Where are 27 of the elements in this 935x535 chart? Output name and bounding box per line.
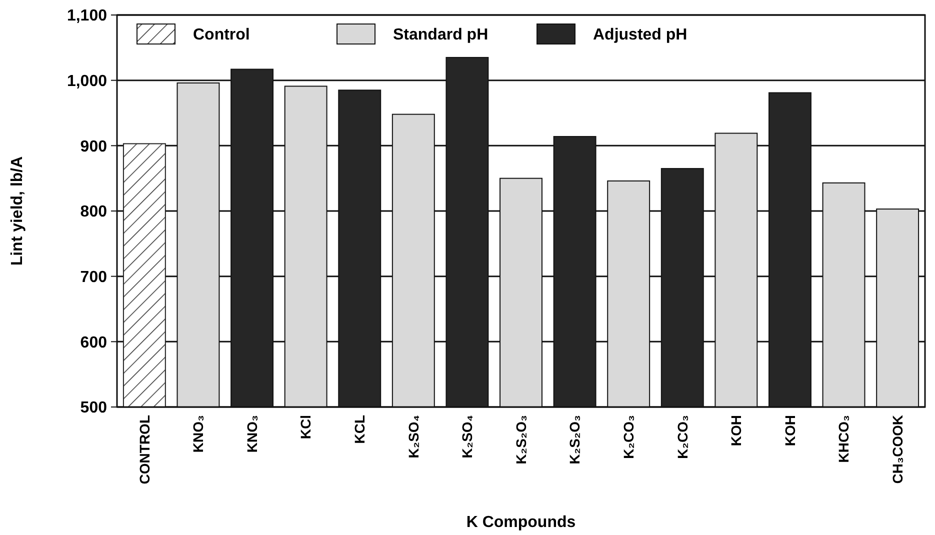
x-tick-label: KOH [728, 415, 744, 446]
x-tick-label: KCl [298, 415, 314, 440]
legend-label: Adjusted pH [593, 26, 688, 44]
x-axis-title: K Compounds [466, 514, 576, 531]
x-tick-label: CH₃COOK [889, 415, 906, 484]
x-tick-label: K₂S₂O₃ [512, 415, 529, 464]
x-tick-label: K₂SO₄ [405, 415, 422, 458]
x-tick-label: CONTROL [136, 414, 152, 484]
x-tick-label: KCL [352, 414, 368, 444]
y-tick-label: 900 [80, 138, 108, 156]
legend-label: Control [193, 26, 250, 44]
x-tick-label: K₂SO₄ [459, 415, 476, 458]
x-tick-label: K₂CO₃ [674, 415, 690, 459]
y-tick-label: 1,000 [66, 72, 108, 90]
x-tick-label: KHCO₃ [836, 415, 852, 463]
x-tick-label: K₂S₂O₃ [566, 415, 583, 464]
x-tick-label: KOH [782, 415, 798, 446]
y-tick-label: 1,100 [66, 8, 108, 25]
y-tick-label: 700 [80, 268, 108, 286]
x-tick-label: KNO₃ [190, 415, 206, 453]
y-tick-label: 600 [80, 334, 108, 352]
y-tick-label: 800 [80, 204, 108, 221]
x-tick-label: KNO₃ [244, 415, 260, 453]
y-axis-title: Lint yield, lb/A [9, 156, 26, 266]
x-tick-label: K₂CO₃ [620, 415, 636, 459]
y-tick-label: 500 [80, 400, 108, 417]
legend-label: Standard pH [393, 26, 488, 44]
